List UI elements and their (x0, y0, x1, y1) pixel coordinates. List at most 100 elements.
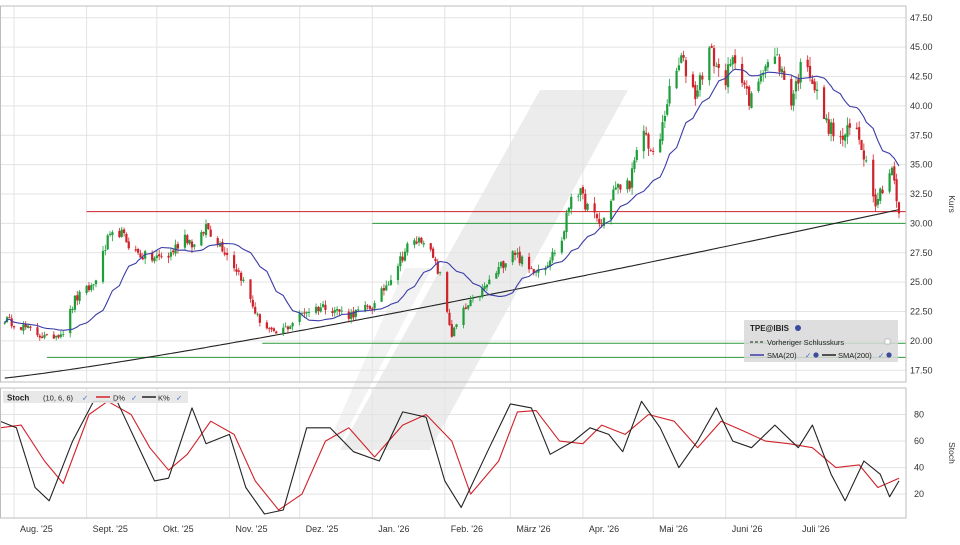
candle-body (204, 224, 208, 236)
candle-body (221, 241, 224, 252)
candle-body (872, 159, 875, 197)
panel-frames (0, 5, 907, 519)
candle-body (202, 232, 205, 234)
candle-body (333, 309, 336, 313)
candle-body (357, 309, 360, 311)
candle-body (712, 48, 716, 67)
candle-body (59, 334, 62, 337)
stoch-header: Stoch (10, 6, 6) ✓ D% ✓ K% ✓ (3, 391, 188, 403)
candle-body (256, 313, 259, 315)
candle-body (364, 305, 367, 311)
candle-body (242, 279, 245, 281)
candle-body (813, 81, 816, 91)
candle-body (172, 250, 175, 253)
candle-body (520, 256, 524, 265)
candle-body (87, 285, 91, 291)
candle-body (471, 297, 475, 300)
candle-body (888, 173, 891, 192)
stoch-check-k[interactable]: ✓ (176, 394, 182, 403)
candle-body (446, 272, 449, 312)
candle-body (811, 79, 814, 84)
legend-check-sma200[interactable]: ✓ (878, 351, 884, 360)
candle-body (232, 255, 236, 269)
price-tick-label: 20.00 (910, 336, 933, 346)
candle-body (104, 250, 107, 251)
candle-body (127, 241, 130, 249)
legend-entry-sma200: SMA(200) (838, 351, 872, 360)
stoch-series-k (0, 400, 900, 515)
candle-body (108, 233, 112, 235)
candle-body (434, 258, 437, 261)
candle-body (855, 127, 858, 129)
candle-body (207, 223, 210, 230)
candle-body (216, 238, 219, 246)
candle-body (513, 252, 517, 255)
legend-settings-icon-sma200[interactable] (886, 352, 892, 358)
candle-body (647, 134, 650, 149)
candle-body (57, 334, 60, 338)
price-tick-label: 22.50 (910, 307, 933, 317)
legend-checkbox-prevclose[interactable] (884, 338, 891, 345)
candle-body (729, 63, 732, 66)
x-tick-label: Apr. '26 (589, 524, 619, 534)
candle-body (352, 311, 355, 318)
stoch-params-check[interactable]: ✓ (82, 394, 88, 403)
candle-body (579, 188, 582, 196)
candle-body (860, 140, 863, 150)
candle-body (708, 47, 711, 81)
candle-body (794, 81, 798, 92)
price-panel-frame (0, 5, 907, 383)
candle-body (841, 135, 844, 140)
watermark-slash (340, 90, 628, 450)
candle-body (403, 251, 407, 261)
candle-body (78, 291, 81, 301)
candle-body (305, 312, 308, 314)
candle-body (36, 327, 39, 336)
candle-body (677, 65, 681, 71)
candle-body (101, 250, 105, 282)
candle-body (158, 254, 161, 257)
candle-body (546, 265, 549, 268)
candle-body (612, 189, 615, 201)
candle-body (153, 257, 156, 262)
candle-body (560, 240, 563, 253)
candle-body (139, 253, 142, 258)
legend-info-icon[interactable] (795, 325, 801, 331)
candle-body (682, 55, 685, 58)
candle-body (483, 286, 486, 290)
candle-body (825, 117, 828, 121)
candle-body (553, 253, 556, 254)
candle-body (141, 257, 144, 260)
candle-body (275, 331, 278, 334)
legend-check-sma20[interactable]: ✓ (805, 351, 811, 360)
candle-body (399, 256, 402, 267)
candle-body (436, 261, 439, 274)
candle-body (570, 196, 573, 209)
candle-body (439, 272, 442, 274)
candle-body (694, 84, 697, 100)
candle-body (251, 299, 254, 307)
candle-body (527, 256, 531, 270)
candle-body (420, 237, 423, 243)
candle-body (338, 309, 341, 312)
candle-body (829, 122, 833, 134)
candle-body (862, 150, 865, 160)
candle-body (8, 317, 11, 318)
candle-body (619, 184, 622, 190)
candle-body (822, 87, 826, 119)
candle-body (336, 309, 339, 311)
candle-body (534, 271, 538, 273)
stoch-params: (10, 6, 6) (43, 394, 74, 403)
candle-body (45, 333, 48, 335)
candle-body (773, 56, 777, 64)
candle-body (879, 188, 882, 201)
legend-settings-icon-sma20[interactable] (813, 352, 819, 358)
candle-body (417, 237, 421, 243)
candle-body (874, 194, 877, 207)
candle-body (464, 307, 467, 309)
candle-body (595, 214, 599, 219)
candle-body (387, 284, 390, 286)
stoch-check-d[interactable]: ✓ (131, 394, 137, 403)
price-tick-label: 47.50 (910, 13, 933, 23)
candle-body (567, 207, 570, 213)
